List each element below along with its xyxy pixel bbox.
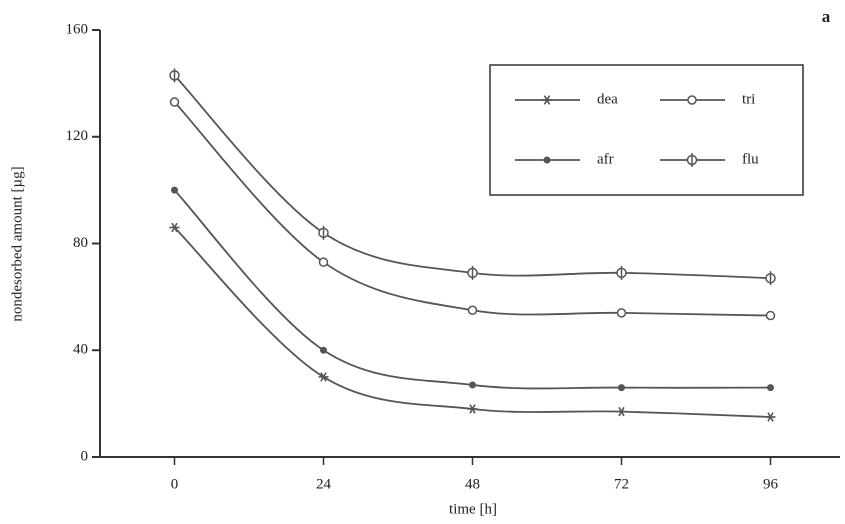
marker-part <box>765 310 776 321</box>
y-tick-label: 0 <box>81 448 89 464</box>
marker <box>543 156 551 164</box>
marker-part <box>469 381 476 389</box>
marker <box>469 381 476 389</box>
marker-part <box>618 406 625 417</box>
x-tick-label: 72 <box>614 476 629 492</box>
legend-label: flu <box>742 151 759 167</box>
y-tick-label: 80 <box>73 235 88 251</box>
x-tick-label: 0 <box>171 476 179 492</box>
y-axis-label: nondesorbed amount [µg] <box>9 166 25 321</box>
marker-part <box>687 95 697 105</box>
marker-part <box>320 372 327 382</box>
legend-label: tri <box>742 91 755 107</box>
marker <box>542 95 552 105</box>
marker-part <box>616 308 627 318</box>
x-tick-label: 96 <box>763 476 779 492</box>
marker <box>318 372 329 382</box>
marker <box>616 308 627 318</box>
x-tick-label: 48 <box>465 476 480 492</box>
marker <box>169 68 180 83</box>
marker-part <box>767 384 774 392</box>
y-tick-label: 40 <box>73 342 88 358</box>
marker <box>169 222 180 233</box>
x-tick-label: 24 <box>316 476 332 492</box>
marker <box>765 412 776 422</box>
legend-label: dea <box>597 91 618 107</box>
marker <box>318 225 329 240</box>
marker <box>320 346 327 354</box>
marker <box>767 384 774 392</box>
marker-part <box>171 186 178 194</box>
y-tick-label: 160 <box>66 21 89 37</box>
marker-part <box>618 384 625 392</box>
marker-part <box>320 346 327 354</box>
y-tick-label: 120 <box>66 128 89 144</box>
marker <box>616 265 627 280</box>
marker-part <box>169 97 180 107</box>
panel-label: a <box>822 7 831 26</box>
marker-part <box>318 257 329 267</box>
marker-part <box>467 305 478 315</box>
x-axis-label: time [h] <box>449 501 497 517</box>
marker <box>618 384 625 392</box>
marker <box>616 406 627 417</box>
marker <box>467 305 478 315</box>
marker-part <box>767 412 774 422</box>
marker <box>765 310 776 321</box>
marker <box>318 257 329 267</box>
marker-part <box>171 222 178 233</box>
marker <box>467 404 478 414</box>
marker <box>687 95 697 105</box>
marker <box>171 186 178 194</box>
marker <box>169 97 180 107</box>
legend-label: afr <box>597 151 614 167</box>
legend-box <box>489 64 804 196</box>
marker-part <box>543 95 551 105</box>
marker-part <box>543 156 551 164</box>
marker <box>765 271 776 286</box>
marker <box>686 153 698 167</box>
marker-part <box>469 404 476 414</box>
marker <box>467 265 478 280</box>
